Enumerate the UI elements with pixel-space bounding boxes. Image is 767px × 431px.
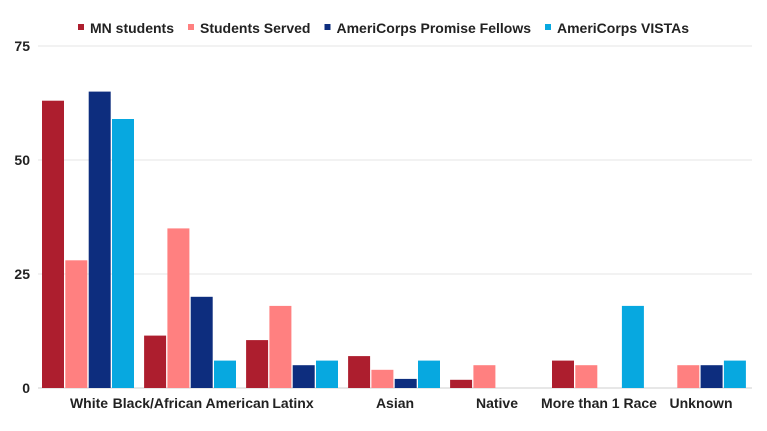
bar-mn-students-0 [42, 100, 64, 388]
y-tick-label: 25 [14, 266, 30, 282]
bar-americorps-vistas-2 [316, 360, 338, 388]
x-category-label: More than 1 Race [541, 395, 657, 411]
bar-students-served-3 [371, 369, 394, 388]
legend-item: AmeriCorps Promise Fellows [324, 20, 532, 36]
x-category-label: Asian [376, 395, 414, 411]
legend-label: AmeriCorps VISTAs [557, 20, 689, 36]
bar-americorps-vistas-6 [723, 360, 746, 388]
bar-americorps-vistas-1 [214, 360, 236, 388]
legend-item: Students Served [188, 20, 310, 36]
bar-americorps-vistas-3 [418, 360, 440, 388]
legend-swatch [78, 24, 84, 30]
bar-students-served-5 [575, 365, 598, 388]
legend-label: AmeriCorps Promise Fellows [337, 20, 532, 36]
legend-swatch [545, 24, 551, 30]
y-axis-ticks: 0 25 50 75 [14, 38, 30, 396]
legend-label: Students Served [200, 20, 310, 36]
bars [42, 91, 746, 388]
bar-mn-students-2 [246, 340, 269, 388]
y-tick-label: 75 [14, 38, 30, 54]
bar-students-served-4 [473, 365, 496, 388]
bar-americorps-vistas-0 [112, 119, 134, 388]
x-category-label: White [70, 395, 108, 411]
x-category-label: Black/African American [113, 395, 270, 411]
bar-americorps-promise-fellows-0 [88, 91, 111, 388]
legend-item: MN students [78, 20, 174, 36]
x-category-label: Native [476, 395, 518, 411]
y-tick-label: 0 [22, 380, 30, 396]
x-category-label: Unknown [670, 395, 733, 411]
y-tick-label: 50 [14, 152, 30, 168]
legend: MN students Students Served AmeriCorps Pro… [78, 20, 689, 36]
bar-americorps-promise-fellows-1 [190, 296, 213, 388]
bar-students-served-2 [269, 305, 292, 388]
legend-swatch [188, 24, 194, 30]
legend-item: AmeriCorps VISTAs [545, 20, 689, 36]
legend-swatch [324, 24, 331, 30]
bar-students-served-0 [65, 260, 88, 388]
legend-label: MN students [90, 20, 174, 36]
bar-students-served-6 [677, 365, 700, 388]
bar-americorps-promise-fellows-3 [394, 378, 417, 388]
bar-americorps-promise-fellows-2 [292, 365, 315, 388]
bar-students-served-1 [167, 228, 190, 388]
bar-mn-students-4 [450, 379, 473, 388]
bar-americorps-promise-fellows-6 [700, 365, 723, 388]
bar-americorps-vistas-5 [621, 305, 644, 388]
bar-mn-students-1 [144, 335, 167, 388]
bar-mn-students-5 [552, 360, 574, 388]
bar-mn-students-3 [348, 356, 371, 388]
x-axis-categories: White Black/African American Latinx Asian Na… [70, 395, 733, 411]
x-category-label: Latinx [272, 395, 313, 411]
